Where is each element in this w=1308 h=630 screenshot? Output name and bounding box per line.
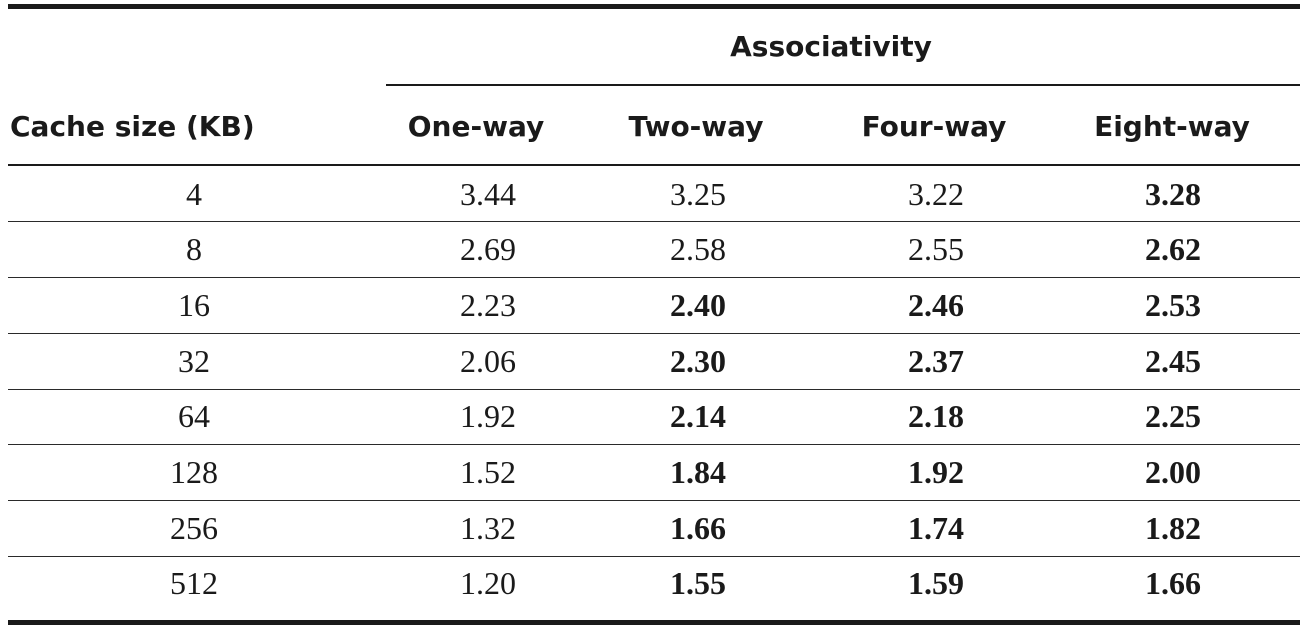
value-cell: 3.25 [670,176,726,212]
row-divider [8,444,1300,445]
value-cell: 2.23 [460,287,516,323]
cache-size-cell: 512 [170,565,218,601]
cache-size-cell: 8 [186,231,202,267]
value-cell: 1.59 [908,565,964,601]
column-header-one-way: One-way [407,110,545,143]
table-top-rule [8,4,1300,9]
cache-size-cell: 4 [186,176,202,212]
row-divider [8,277,1300,278]
value-cell: 3.22 [908,176,964,212]
cache-size-cell: 16 [178,287,210,323]
row-divider [8,500,1300,501]
value-cell: 2.55 [908,231,964,267]
value-cell: 1.20 [460,565,516,601]
column-header-four-way: Four-way [861,110,1007,143]
cache-size-cell: 64 [178,398,210,434]
value-cell: 2.18 [908,398,964,434]
value-cell: 2.62 [1145,231,1201,267]
value-cell: 1.52 [460,454,516,490]
value-cell: 2.58 [670,231,726,267]
value-cell: 3.28 [1145,176,1201,212]
associativity-group-rule [386,84,1300,86]
table-bottom-rule [8,620,1300,625]
value-cell: 1.82 [1145,510,1201,546]
value-cell: 2.06 [460,343,516,379]
value-cell: 3.44 [460,176,516,212]
value-cell: 1.55 [670,565,726,601]
value-cell: 2.37 [908,343,964,379]
value-cell: 2.00 [1145,454,1201,490]
value-cell: 1.66 [670,510,726,546]
value-cell: 2.69 [460,231,516,267]
value-cell: 2.40 [670,287,726,323]
value-cell: 2.45 [1145,343,1201,379]
cache-size-cell: 128 [170,454,218,490]
associativity-group-header: Associativity [730,30,932,63]
value-cell: 2.14 [670,398,726,434]
value-cell: 2.53 [1145,287,1201,323]
value-cell: 1.74 [908,510,964,546]
value-cell: 1.32 [460,510,516,546]
row-divider [8,556,1300,557]
cache-size-cell: 32 [178,343,210,379]
column-header-two-way: Two-way [628,110,764,143]
table-header-rule [8,164,1300,166]
column-header-eight-way: Eight-way [1094,110,1250,143]
cache-size-cell: 256 [170,510,218,546]
value-cell: 1.92 [908,454,964,490]
value-cell: 2.25 [1145,398,1201,434]
value-cell: 2.30 [670,343,726,379]
row-divider [8,221,1300,222]
cache-size-column-header: Cache size (KB) [10,110,255,143]
row-divider [8,333,1300,334]
value-cell: 2.46 [908,287,964,323]
row-divider [8,389,1300,390]
value-cell: 1.92 [460,398,516,434]
value-cell: 1.66 [1145,565,1201,601]
value-cell: 1.84 [670,454,726,490]
